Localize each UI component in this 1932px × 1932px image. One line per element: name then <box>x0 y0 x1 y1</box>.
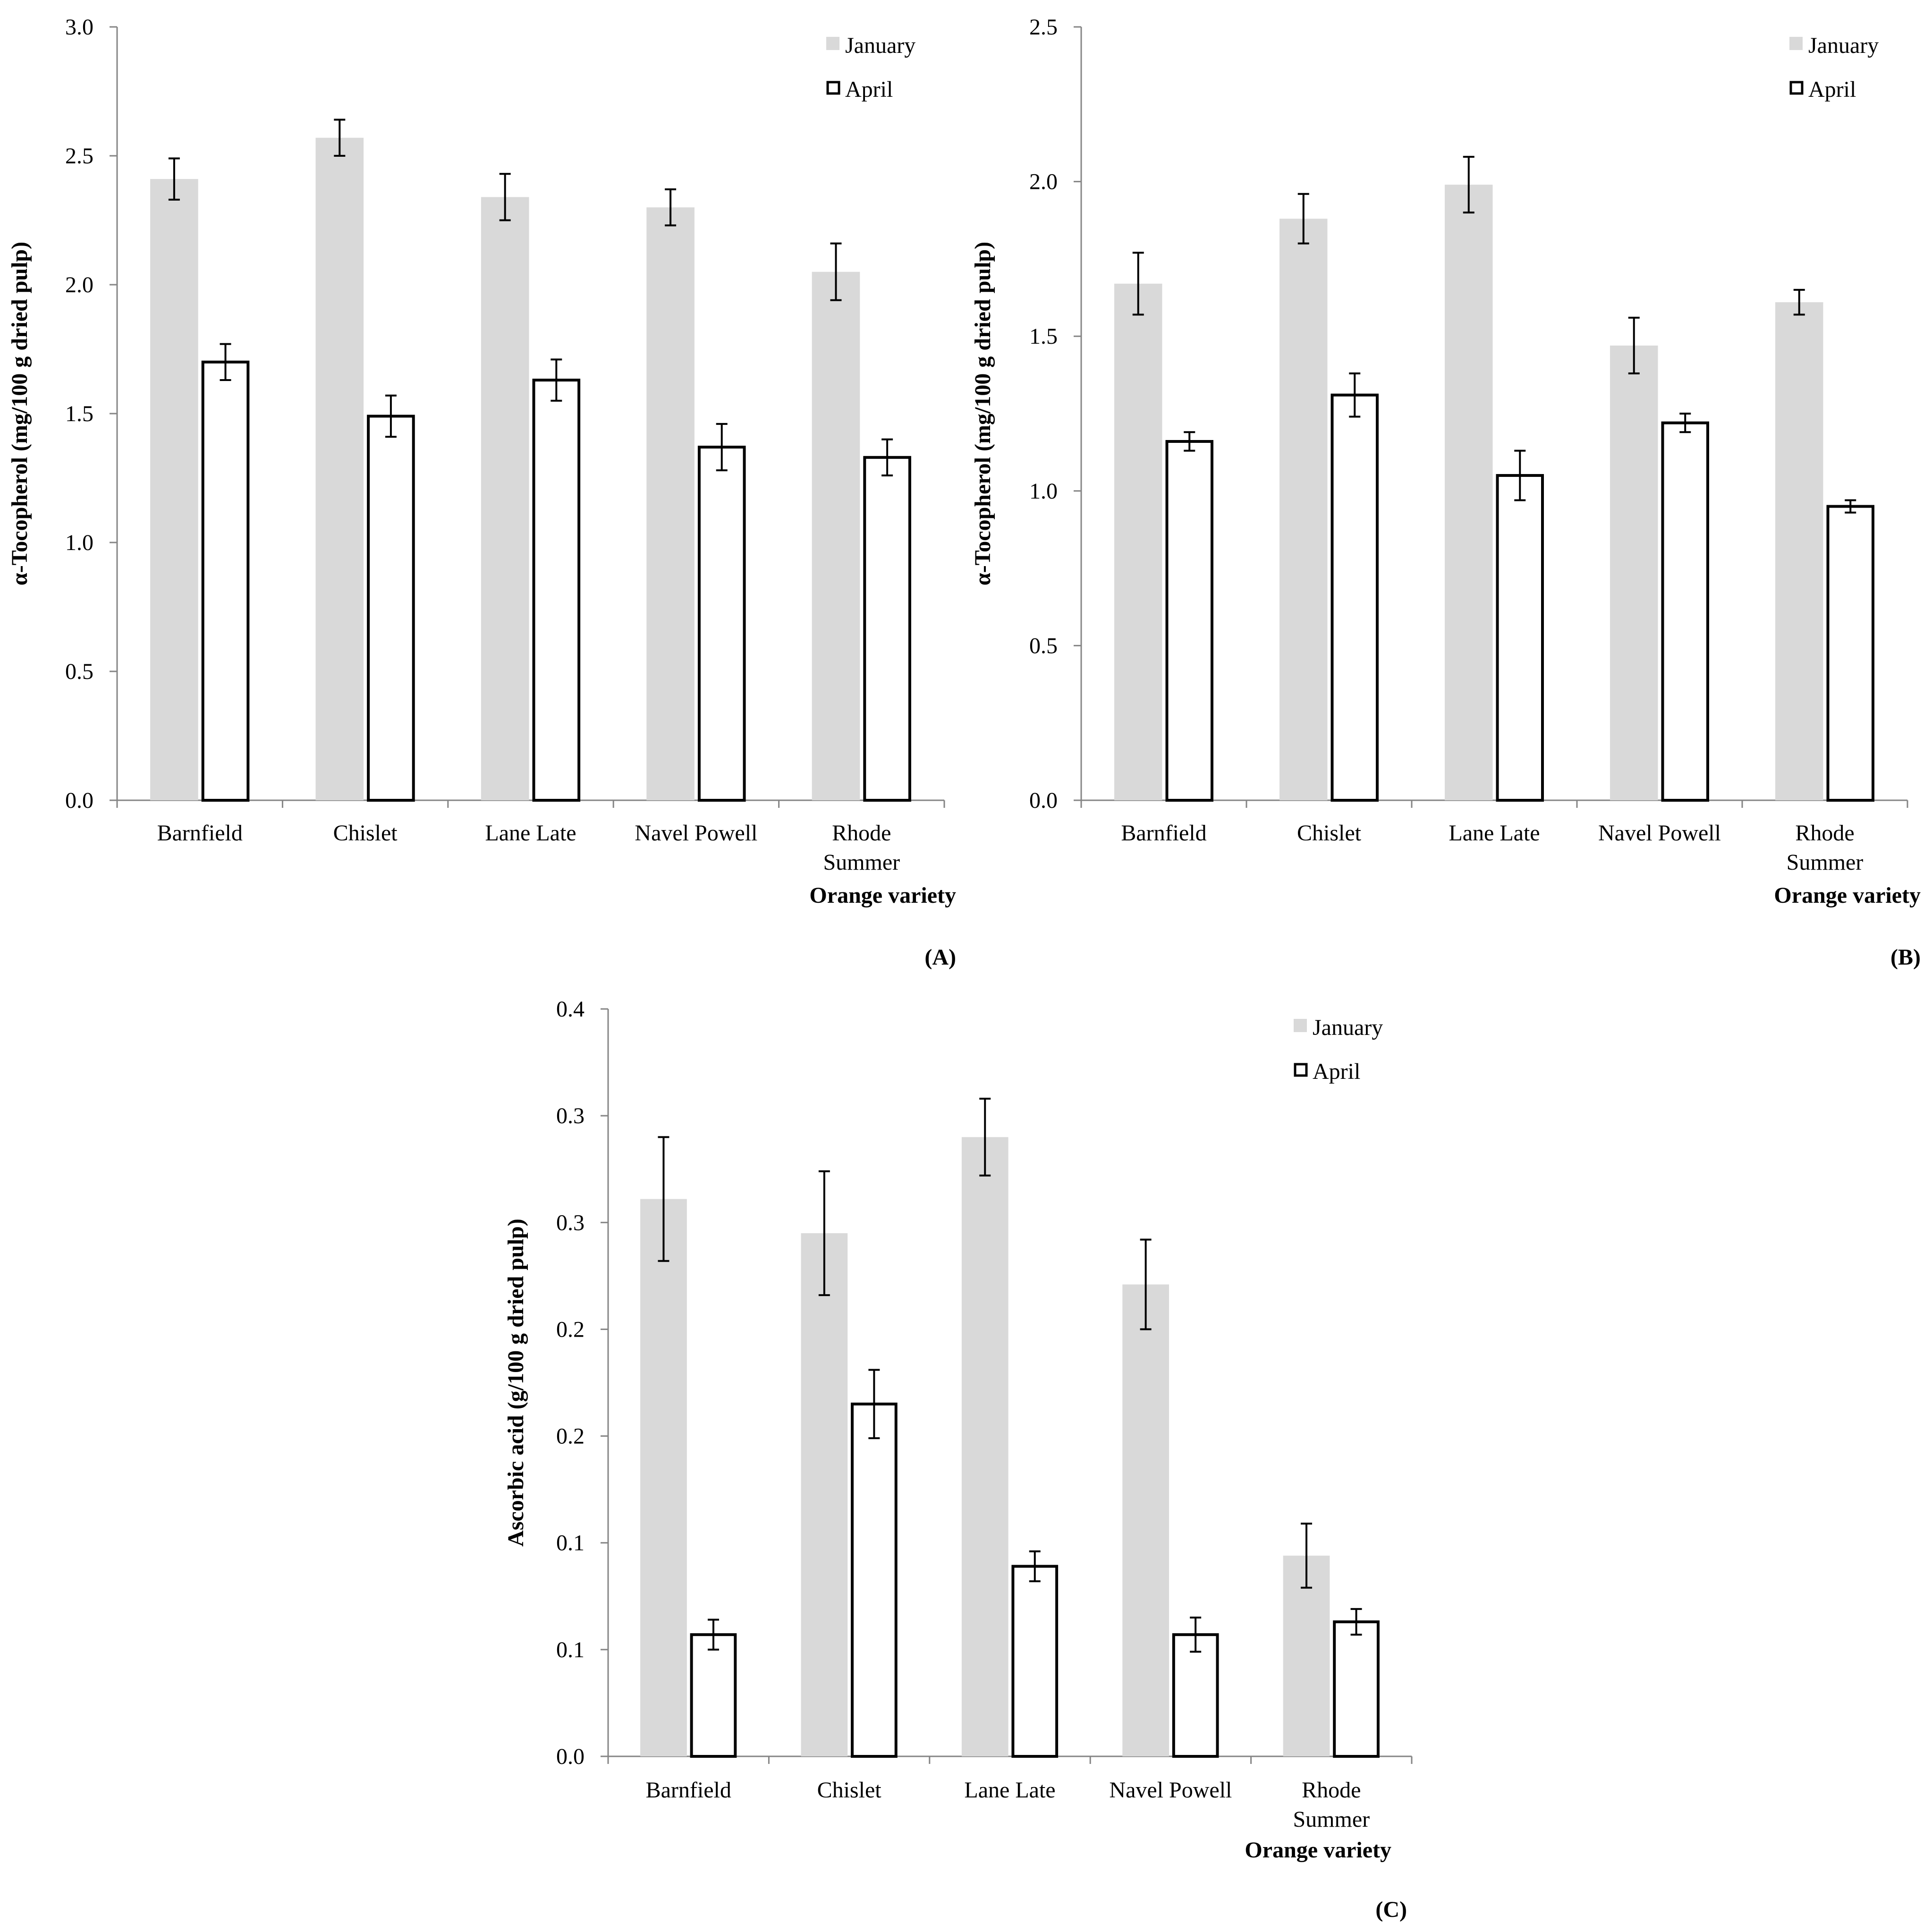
y-tick-label: 0.1 <box>556 1637 585 1662</box>
y-tick-label: 2.0 <box>1029 169 1058 195</box>
y-tick-label: 0.0 <box>1029 788 1058 813</box>
y-tick-label: 0.3 <box>556 1103 585 1128</box>
bar-april-barnfield <box>690 1633 737 1758</box>
legend-label-january: January <box>1808 33 1879 58</box>
bar-january-navel-powell <box>1122 1284 1169 1756</box>
bar-april-chislet <box>851 1402 898 1758</box>
y-axis-title: Ascorbic acid (g/100 g dried pulp) <box>503 1219 528 1547</box>
x-category-label-line: Summer <box>823 850 900 875</box>
y-tick-label: 1.5 <box>65 401 93 426</box>
panel-b: 0.0 0.5 1.0 1.5 2.0 2.5 Barnfield Chislet Lane L… <box>970 15 1921 970</box>
y-tick-label: 1.5 <box>1029 324 1058 349</box>
bar-january-chislet <box>801 1233 848 1756</box>
x-category-label: Navel Powell <box>1598 821 1721 846</box>
legend-swatch-april <box>1294 1063 1308 1077</box>
y-tick-label: 2.5 <box>65 144 93 169</box>
bar-january-rhode-summer <box>812 271 860 801</box>
y-tick-label: 0.2 <box>556 1424 585 1449</box>
x-category-label: Chislet <box>817 1778 882 1803</box>
y-tick-label: 0.4 <box>556 997 585 1022</box>
x-category-label: Rhode Summer <box>1293 1778 1370 1832</box>
y-tick-label: 0.0 <box>556 1744 585 1769</box>
bar-april-lane-late <box>1011 1565 1059 1758</box>
x-category-label: Lane Late <box>1449 821 1540 846</box>
bar-january-barnfield <box>150 179 198 800</box>
y-axis-title: α-Tocopherol (mg/100 g dried pulp) <box>7 242 32 585</box>
y-tick-label: 1.0 <box>65 530 93 555</box>
x-axis-title: Orange variety <box>1774 883 1921 908</box>
legend-swatch-january <box>1294 1019 1307 1032</box>
bar-january-chislet <box>1280 219 1328 800</box>
bar-april-chislet <box>1330 393 1379 802</box>
bar-january-lane-late <box>481 197 529 800</box>
panel-a: 0.0 0.5 1.0 1.5 2.0 2.5 3.0 Barnfield Chislet Lan… <box>7 15 956 970</box>
x-axis-title: Orange variety <box>1245 1838 1391 1863</box>
x-category-label-line: Rhode <box>1302 1778 1361 1803</box>
bar-january-rhode-summer <box>1775 302 1823 801</box>
x-category-label: Navel Powell <box>635 821 757 846</box>
bar-april-barnfield <box>201 360 250 802</box>
x-category-label: Lane Late <box>485 821 576 846</box>
y-tick-label: 3.0 <box>65 15 93 40</box>
bar-april-lane-late <box>532 379 581 802</box>
x-category-label: Barnfield <box>157 821 243 846</box>
bar-january-rhode-summer <box>1283 1555 1330 1756</box>
bar-april-navel-powell <box>1172 1633 1219 1758</box>
bar-january-lane-late <box>961 1137 1008 1756</box>
y-tick-label: 0.3 <box>556 1210 585 1235</box>
y-tick-label: 0.5 <box>1029 633 1058 658</box>
y-tick-label: 0.0 <box>65 788 93 813</box>
bar-april-rhode-summer <box>1826 505 1874 802</box>
legend-label-april: April <box>1313 1059 1360 1084</box>
x-category-label: Rhode Summer <box>823 821 900 875</box>
x-axis-title: Orange variety <box>809 883 956 908</box>
legend-label-january: January <box>1313 1015 1383 1040</box>
legend-swatch-january <box>1789 37 1803 50</box>
y-tick-label: 2.0 <box>65 272 93 297</box>
x-category-label: Lane Late <box>964 1778 1055 1803</box>
bar-april-lane-late <box>1496 474 1544 802</box>
x-category-label: Barnfield <box>646 1778 731 1803</box>
panel-label: (B) <box>1890 945 1921 970</box>
x-category-label: Chislet <box>333 821 398 846</box>
bar-january-navel-powell <box>646 207 695 801</box>
bar-april-rhode-summer <box>863 456 911 802</box>
legend-label-january: January <box>845 33 915 58</box>
legend-swatch-january <box>826 37 839 50</box>
bar-april-navel-powell <box>697 445 746 802</box>
x-category-label-line: Summer <box>1293 1807 1370 1832</box>
x-category-label: Barnfield <box>1121 821 1206 846</box>
bar-january-lane-late <box>1445 185 1493 801</box>
panel-c: 0.0 0.1 0.1 0.2 0.2 0.3 0.3 0.4 Barnfield Chislet… <box>503 997 1413 1922</box>
bar-april-chislet <box>367 415 415 802</box>
y-tick-label: 1.0 <box>1029 479 1058 504</box>
bar-january-navel-powell <box>1610 345 1658 800</box>
bar-january-barnfield <box>640 1199 687 1756</box>
bar-january-barnfield <box>1114 283 1162 801</box>
x-category-label-line: Rhode <box>832 821 891 846</box>
y-tick-label: 2.5 <box>1029 15 1058 40</box>
bar-april-barnfield <box>1165 440 1213 802</box>
x-category-label: Chislet <box>1297 821 1362 846</box>
x-category-label-line: Rhode <box>1795 821 1854 846</box>
legend-swatch-april <box>1789 81 1804 95</box>
y-tick-label: 0.1 <box>556 1531 585 1556</box>
legend-swatch-april <box>826 81 840 95</box>
x-category-label: Navel Powell <box>1109 1778 1232 1803</box>
bar-april-navel-powell <box>1661 421 1709 802</box>
bar-april-rhode-summer <box>1333 1620 1380 1758</box>
legend-label-april: April <box>1808 77 1856 102</box>
panel-label: (C) <box>1375 1897 1407 1922</box>
x-category-label-line: Summer <box>1787 850 1864 875</box>
x-category-label: Rhode Summer <box>1787 821 1864 875</box>
y-tick-label: 0.5 <box>65 659 93 684</box>
y-tick-label: 0.2 <box>556 1317 585 1342</box>
y-axis-title: α-Tocopherol (mg/100 g dried pulp) <box>970 242 995 585</box>
legend-label-april: April <box>845 77 893 102</box>
panel-label: (A) <box>924 945 956 970</box>
bar-january-chislet <box>315 137 364 800</box>
